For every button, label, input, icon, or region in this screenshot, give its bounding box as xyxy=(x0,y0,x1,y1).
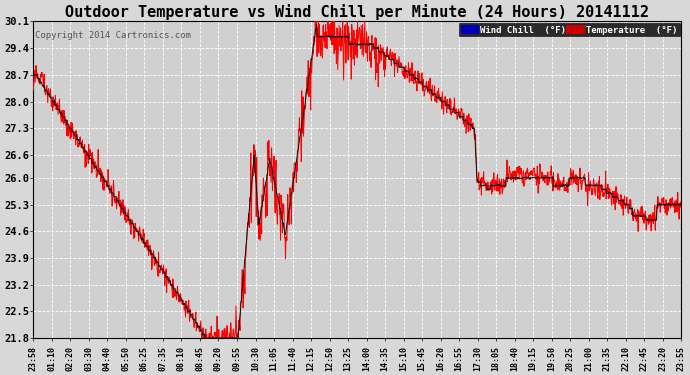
Title: Outdoor Temperature vs Wind Chill per Minute (24 Hours) 20141112: Outdoor Temperature vs Wind Chill per Mi… xyxy=(66,4,649,20)
Text: Copyright 2014 Cartronics.com: Copyright 2014 Cartronics.com xyxy=(34,31,190,40)
Legend: Wind Chill  (°F), Temperature  (°F): Wind Chill (°F), Temperature (°F) xyxy=(459,23,680,36)
